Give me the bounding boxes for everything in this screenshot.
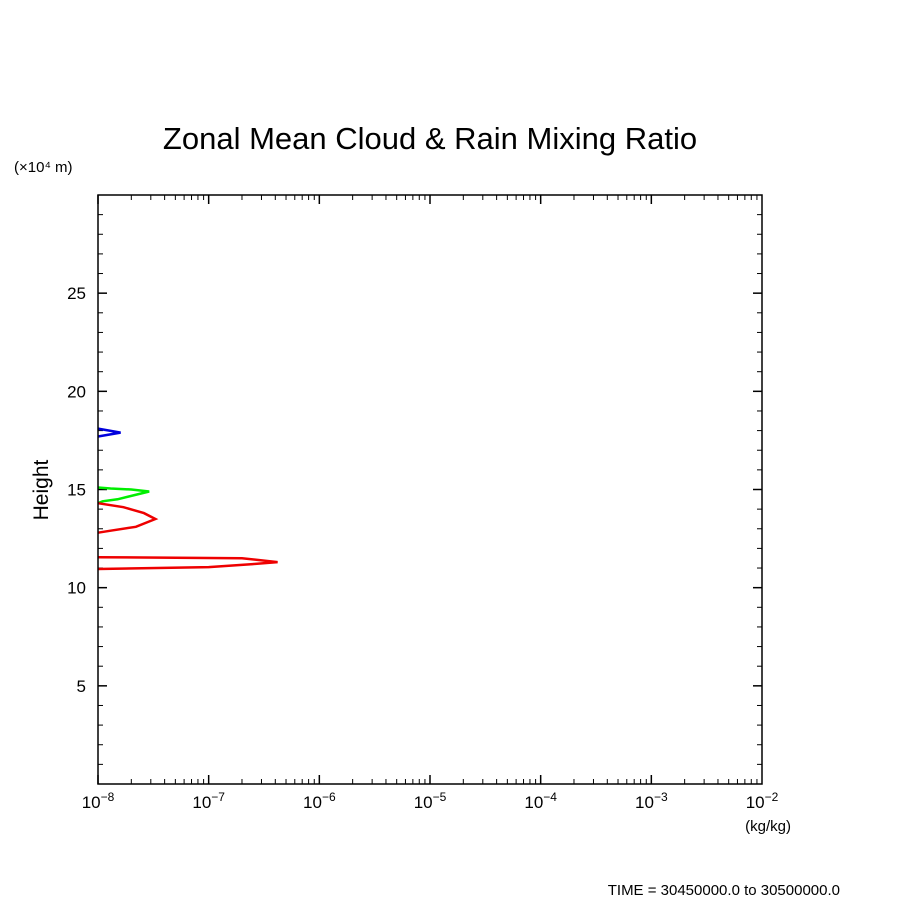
x-tick-label: 10−3 <box>635 790 668 812</box>
axis-ticks <box>97 195 762 784</box>
y-tick-label: 15 <box>67 481 86 500</box>
y-axis-label: Height <box>30 459 53 520</box>
y-tick-label: 20 <box>67 382 86 401</box>
series-line-1 <box>97 427 121 438</box>
x-tick-label: 10−8 <box>82 790 115 812</box>
x-tick-label: 10−4 <box>524 790 557 812</box>
x-tick-label: 10−7 <box>192 790 225 812</box>
chart-title: Zonal Mean Cloud & Rain Mixing Ratio <box>163 121 697 156</box>
y-tick-label: 5 <box>77 677 86 696</box>
series-line-3 <box>97 501 159 534</box>
plot-frame <box>97 194 763 785</box>
series-line-2 <box>97 486 150 505</box>
y-tick-label: 25 <box>67 284 86 303</box>
x-tick-label: 10−5 <box>414 790 447 812</box>
x-tick-label: 10−2 <box>746 790 779 812</box>
x-tick-labels: 10−8 10−7 10−6 10−5 10−4 10−3 10−2 <box>82 790 779 812</box>
y-tick-labels: 5 10 15 20 25 <box>67 284 86 696</box>
x-axis-unit-label: (kg/kg) <box>745 818 791 835</box>
time-range-label: TIME = 30450000.0 to 30500000.0 <box>608 882 840 899</box>
y-axis-unit-label: (×10⁴ m) <box>14 159 73 176</box>
y-tick-label: 10 <box>67 579 86 598</box>
data-series <box>97 427 278 571</box>
series-line-4 <box>97 555 278 571</box>
x-tick-label: 10−6 <box>303 790 336 812</box>
